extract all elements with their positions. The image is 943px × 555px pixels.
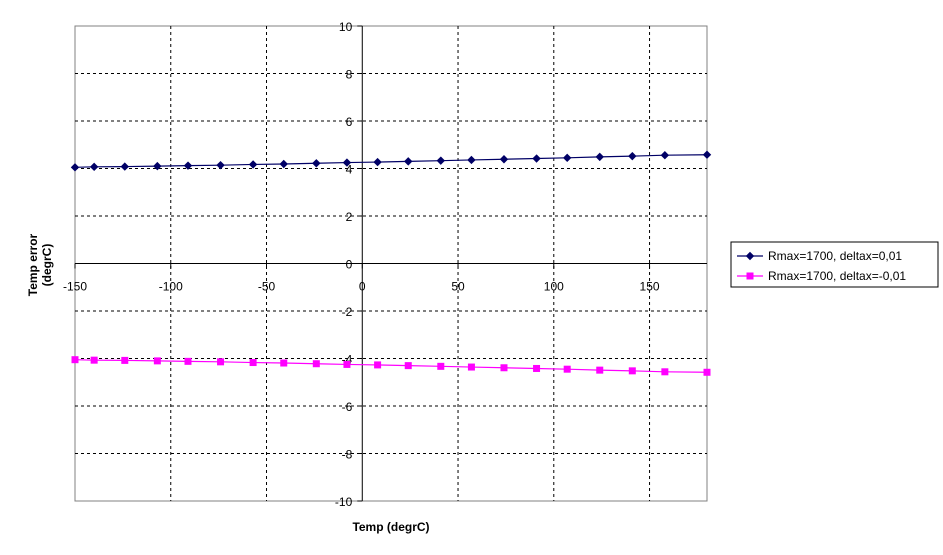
data-point [500, 364, 508, 372]
y-tick-label: -10 [335, 495, 353, 509]
data-point [89, 162, 99, 172]
data-point [249, 359, 257, 367]
data-point [216, 160, 225, 170]
legend-box [730, 241, 939, 288]
data-point [121, 356, 129, 364]
data-point [628, 367, 636, 375]
x-axis-title: Temp (degrC) [352, 520, 429, 534]
legend-item: Rmax=1700, deltax=-0,01 [737, 269, 906, 283]
y-axis-title-line2: (degrC) [40, 244, 54, 287]
x-tick-label: 100 [544, 280, 564, 294]
data-point [184, 357, 192, 365]
data-point [532, 154, 541, 163]
y-axis-title-line1: Temp error [26, 233, 40, 296]
data-point [374, 361, 382, 369]
data-point [280, 359, 288, 367]
data-point [436, 156, 446, 165]
y-axis-title: Temp error (degrC) [26, 233, 54, 296]
legend-marker [745, 251, 755, 261]
data-point [70, 163, 80, 172]
data-point [342, 158, 352, 167]
data-point [533, 364, 541, 372]
series-1 [70, 150, 712, 172]
data-point [702, 150, 712, 159]
data-point [628, 151, 637, 161]
data-point [703, 368, 711, 376]
x-tick-label: -50 [258, 280, 276, 294]
legend-label: Rmax=1700, deltax=-0,01 [768, 269, 906, 283]
y-tick-label: 6 [346, 115, 353, 129]
data-point [563, 365, 571, 373]
x-tick-label: 0 [359, 280, 366, 294]
legend-items: Rmax=1700, deltax=0,01 Rmax=1700, deltax=… [737, 249, 906, 283]
data-point [153, 161, 162, 171]
y-tick-label: 10 [339, 20, 353, 34]
y-tick-label: 0 [346, 258, 353, 272]
data-point [120, 162, 130, 171]
data-point [183, 161, 193, 170]
axes [74, 25, 707, 502]
x-tick-label: 50 [451, 280, 465, 294]
data-point [404, 157, 413, 166]
data-point [595, 152, 604, 162]
data-point [312, 360, 320, 368]
data-point [90, 356, 98, 364]
data-point [312, 159, 321, 168]
data-point [660, 150, 670, 160]
y-tick-label: -6 [342, 400, 353, 414]
data-point [248, 160, 258, 169]
legend-label: Rmax=1700, deltax=0,01 [768, 249, 902, 263]
data-point [404, 362, 412, 370]
data-point [153, 357, 161, 365]
data-point [562, 153, 572, 163]
data-point [467, 363, 475, 371]
data-point [279, 159, 288, 169]
x-tick-label: -100 [159, 280, 183, 294]
data-point [71, 356, 79, 364]
y-tick-label: 4 [346, 163, 353, 177]
data-point [437, 362, 445, 370]
data-point [596, 366, 604, 374]
legend-item: Rmax=1700, deltax=0,01 [737, 249, 902, 263]
y-tick-label: 2 [346, 210, 353, 224]
data-point [499, 155, 509, 164]
x-tick-label: -150 [63, 280, 87, 294]
data-point [467, 155, 476, 165]
y-tick-labels: 10 8 6 4 2 0 -2 -4 -6 -8 -10 [335, 20, 353, 509]
data-point [217, 358, 225, 366]
data-point [343, 360, 351, 368]
data-point [373, 157, 382, 167]
y-tick-label: -2 [342, 305, 353, 319]
y-tick-label: -4 [342, 353, 353, 367]
y-tick-label: -8 [342, 448, 353, 462]
legend: Rmax=1700, deltax=0,01 Rmax=1700, deltax=… [730, 241, 939, 288]
x-tick-labels: -150 -100 -50 0 50 100 150 [63, 280, 660, 294]
series-layer [70, 150, 712, 376]
data-point [661, 368, 669, 376]
x-tick-label: 150 [640, 280, 660, 294]
y-tick-label: 8 [346, 68, 353, 82]
legend-marker [746, 272, 754, 280]
grid [75, 26, 707, 501]
series-2 [71, 356, 711, 376]
